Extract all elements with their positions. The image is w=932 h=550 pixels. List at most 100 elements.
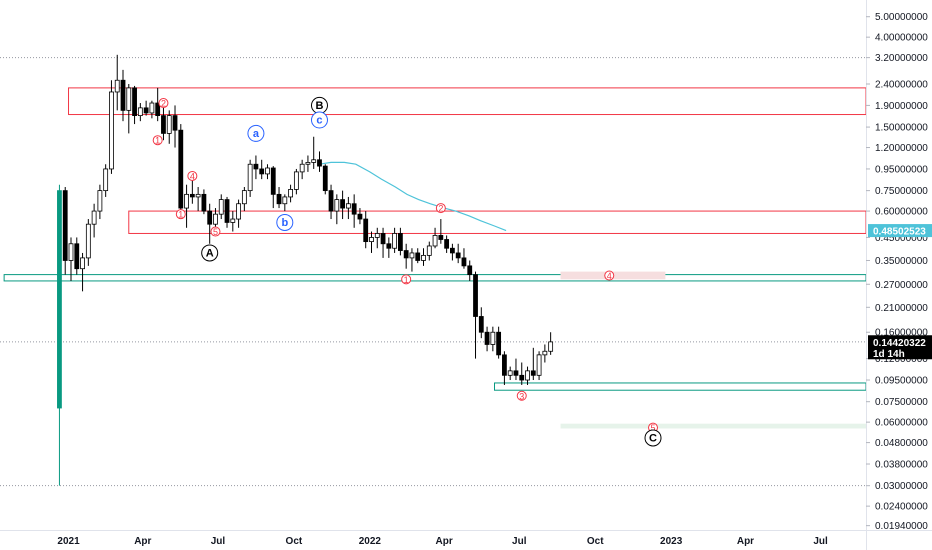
candle bbox=[392, 227, 398, 253]
price-tick-label: 0.12000000 bbox=[875, 354, 928, 365]
candle-body bbox=[380, 233, 386, 245]
candle-body bbox=[438, 235, 444, 240]
candle-body bbox=[126, 87, 132, 111]
candle bbox=[397, 227, 403, 256]
candle-body bbox=[62, 190, 68, 261]
candle bbox=[80, 252, 85, 292]
candle-body bbox=[270, 167, 276, 195]
candle-body bbox=[195, 193, 201, 198]
time-tick-label: Jul bbox=[512, 536, 527, 547]
candle bbox=[403, 243, 409, 269]
candle-body bbox=[114, 79, 120, 93]
candle-body bbox=[386, 243, 392, 249]
candle-body bbox=[455, 252, 461, 259]
candle-body bbox=[224, 199, 230, 223]
candle bbox=[137, 103, 143, 122]
candle-body bbox=[143, 107, 149, 114]
wave-label-text: C bbox=[649, 432, 657, 444]
candle bbox=[57, 184, 62, 486]
time-tick-label: Oct bbox=[286, 536, 303, 547]
candle-body bbox=[530, 370, 536, 376]
candle bbox=[363, 211, 369, 249]
candle-body bbox=[311, 159, 317, 163]
wave-label-red: 4 bbox=[187, 170, 198, 181]
candle bbox=[484, 326, 490, 352]
candle bbox=[109, 80, 114, 174]
price-axis[interactable]: 5.00000000 4.00000000 3.20000000 2.40000000… bbox=[866, 0, 928, 550]
candle-body bbox=[57, 190, 62, 409]
price-tag-value: 0.48502523 bbox=[873, 227, 926, 238]
wave-label-black: C bbox=[644, 429, 662, 447]
candle-body bbox=[166, 115, 172, 134]
candle-body bbox=[288, 189, 293, 198]
candle bbox=[143, 100, 149, 116]
candle-body bbox=[218, 199, 224, 215]
candle-body bbox=[369, 237, 374, 243]
candle bbox=[74, 237, 80, 275]
wave-label-text: 4 bbox=[607, 271, 612, 281]
candle-body bbox=[351, 203, 357, 215]
candle bbox=[132, 85, 137, 125]
time-tick-label: Jul bbox=[813, 536, 828, 547]
wave-label-circle bbox=[401, 274, 412, 285]
wave-label-circle bbox=[175, 209, 186, 220]
candle bbox=[421, 248, 426, 266]
candle-body bbox=[207, 210, 213, 225]
time-tick-label: Oct bbox=[587, 536, 604, 547]
candle bbox=[293, 168, 299, 195]
candle-body bbox=[432, 235, 438, 247]
wave-label-circle bbox=[644, 429, 662, 447]
candle-body bbox=[253, 163, 259, 170]
candle bbox=[62, 187, 68, 275]
candle-body bbox=[496, 331, 502, 356]
zone-green-fill-5 bbox=[560, 423, 866, 429]
candle-body bbox=[265, 167, 270, 175]
candle-body bbox=[241, 190, 247, 205]
candle bbox=[467, 260, 473, 281]
wave-label-circle bbox=[604, 270, 615, 281]
wave-label-circle bbox=[247, 124, 265, 142]
candle-body bbox=[328, 190, 334, 212]
candle bbox=[68, 237, 74, 281]
wave-label-circle bbox=[158, 98, 169, 109]
wave-label-text: c bbox=[316, 115, 322, 127]
price-tick-label: 0.27000000 bbox=[875, 280, 928, 291]
price-tag-value: 0.14420322 bbox=[873, 338, 926, 349]
candle bbox=[490, 326, 496, 352]
wave-label-text: 2 bbox=[161, 99, 166, 109]
candle-body bbox=[473, 274, 478, 317]
wave-label-red: 4 bbox=[604, 270, 615, 281]
candle bbox=[178, 124, 184, 220]
candle bbox=[253, 155, 259, 180]
wave-label-red: 1 bbox=[401, 274, 412, 285]
candle-body bbox=[178, 129, 184, 209]
candle bbox=[438, 219, 444, 244]
candle-body bbox=[299, 163, 305, 173]
candle bbox=[305, 155, 311, 172]
candle-body bbox=[74, 243, 80, 270]
candle bbox=[409, 248, 415, 272]
price-tag-box bbox=[868, 335, 932, 360]
candle bbox=[259, 159, 265, 180]
candle bbox=[166, 110, 172, 144]
wave-label-text: B bbox=[316, 100, 324, 112]
candle-body bbox=[374, 233, 380, 238]
candle-body bbox=[276, 193, 282, 205]
candle bbox=[548, 332, 554, 355]
candle bbox=[369, 231, 374, 253]
time-axis[interactable]: 2021 Apr Jul Oct 2022 Apr Jul Oct 2023 Apr Jul bbox=[0, 530, 932, 548]
candle-body bbox=[542, 350, 548, 356]
wave-label-blue: c bbox=[310, 111, 328, 129]
candle bbox=[218, 194, 224, 220]
candle-body bbox=[403, 250, 409, 259]
candle-body bbox=[490, 331, 496, 345]
candle-body bbox=[172, 115, 178, 131]
wave-label-red: 1 bbox=[152, 135, 163, 146]
wave-label-text: a bbox=[253, 128, 260, 140]
time-tick-label: 2021 bbox=[57, 536, 80, 547]
wave-label-red: 3 bbox=[516, 390, 527, 401]
candle-body bbox=[548, 341, 554, 352]
candle-body bbox=[137, 107, 143, 117]
